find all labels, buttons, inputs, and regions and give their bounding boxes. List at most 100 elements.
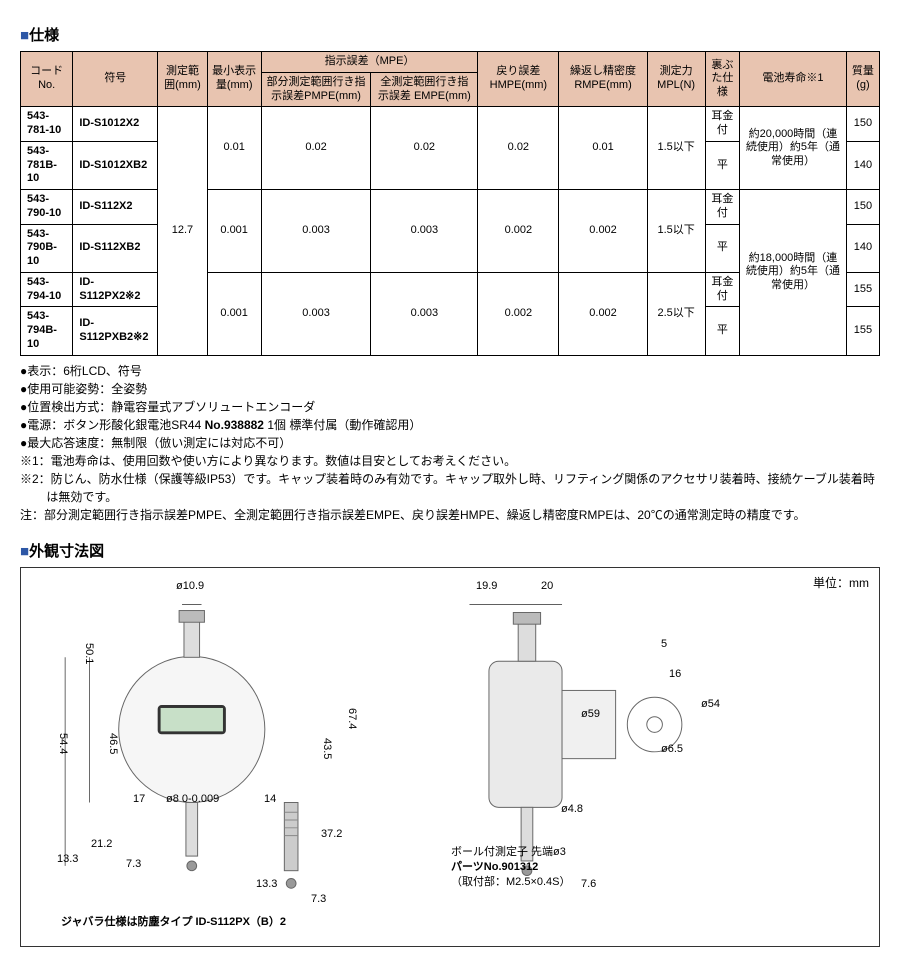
th-mpe-group: 指示誤差（MPE） bbox=[261, 52, 478, 73]
cell-res: 0.001 bbox=[207, 272, 261, 355]
parts-sub: （取付部：M2.5×0.4S） bbox=[451, 873, 571, 889]
cell-symbol: ID-S112PX2※2 bbox=[73, 272, 158, 307]
cell-code: 543-790-10 bbox=[21, 190, 73, 225]
note-line: ●表示：6桁LCD、符号 bbox=[20, 362, 880, 380]
th-back: 裏ぶた仕様 bbox=[705, 52, 740, 107]
spec-title-text: 仕様 bbox=[29, 27, 59, 44]
dim-d20: 7.3 bbox=[126, 858, 141, 870]
cell-symbol: ID-S1012X2 bbox=[73, 107, 158, 142]
cell-e: 0.02 bbox=[371, 107, 478, 190]
th-mass: 質量(g) bbox=[846, 52, 879, 107]
dim-d6: 16 bbox=[669, 668, 681, 680]
note-line: ●最大応答速度：無制限（倣い測定には対応不可） bbox=[20, 434, 880, 452]
spec-heading: ■仕様 bbox=[20, 24, 880, 45]
cell-symbol: ID-S1012XB2 bbox=[73, 141, 158, 189]
dim-d15: 43.5 bbox=[321, 738, 333, 759]
dimension-diagram: 単位：mm ø10.9 19.9 bbox=[20, 567, 880, 947]
cell-p: 0.02 bbox=[261, 107, 371, 190]
cell-back: 平 bbox=[705, 224, 740, 272]
th-repeat: 繰返し精密度RMPE(mm) bbox=[559, 52, 647, 107]
cell-code: 543-781-10 bbox=[21, 107, 73, 142]
cell-r: 0.002 bbox=[559, 190, 647, 273]
table-row: 543-781-10 ID-S1012X2 12.7 0.01 0.02 0.0… bbox=[21, 107, 880, 142]
th-res: 最小表示量(mm) bbox=[207, 52, 261, 107]
dim-d16: 67.4 bbox=[346, 708, 358, 729]
dim-d1: ø10.9 bbox=[176, 580, 204, 592]
unit-label: 単位：mm bbox=[813, 574, 869, 591]
cell-battery: 約18,000時間（連続使用）約5年（通常使用） bbox=[740, 190, 847, 356]
cell-back: 平 bbox=[705, 307, 740, 355]
cell-e: 0.003 bbox=[371, 190, 478, 273]
cell-mass: 155 bbox=[846, 307, 879, 355]
cell-p: 0.003 bbox=[261, 190, 371, 273]
th-mpe-full: 全測定範囲行き指示誤差 EMPE(mm) bbox=[371, 72, 478, 107]
diagram-title-text: 外観寸法図 bbox=[29, 543, 104, 560]
cell-symbol: ID-S112XB2 bbox=[73, 224, 158, 272]
parts-label: パーツNo.901312 bbox=[451, 858, 538, 874]
square-icon: ■ bbox=[20, 27, 29, 44]
cell-battery: 約20,000時間（連続使用）約5年（通常使用） bbox=[740, 107, 847, 190]
th-symbol: 符号 bbox=[73, 52, 158, 107]
dim-d18: 13.3 bbox=[57, 853, 78, 865]
cell-mass: 140 bbox=[846, 224, 879, 272]
cell-symbol: ID-S112X2 bbox=[73, 190, 158, 225]
dim-d19: 21.2 bbox=[91, 838, 112, 850]
cell-mass: 155 bbox=[846, 272, 879, 307]
cell-range: 12.7 bbox=[158, 107, 207, 355]
cell-back: 耳金付 bbox=[705, 272, 740, 307]
cell-symbol: ID-S112PXB2※2 bbox=[73, 307, 158, 355]
th-battery: 電池寿命※1 bbox=[740, 52, 847, 107]
dim-d3: 20 bbox=[541, 580, 553, 592]
th-hyst: 戻り誤差HMPE(mm) bbox=[478, 52, 559, 107]
square-icon: ■ bbox=[20, 543, 29, 560]
dim-d12: 17 bbox=[133, 793, 145, 805]
cell-code: 543-781B-10 bbox=[21, 141, 73, 189]
cell-back: 平 bbox=[705, 141, 740, 189]
note-line: ●使用可能姿勢：全姿勢 bbox=[20, 380, 880, 398]
cell-res: 0.01 bbox=[207, 107, 261, 190]
cell-code: 543-794-10 bbox=[21, 272, 73, 307]
th-range: 測定範囲(mm) bbox=[158, 52, 207, 107]
th-force: 測定力MPL(N) bbox=[647, 52, 705, 107]
cell-mass: 150 bbox=[846, 107, 879, 142]
dim-d11: 46.5 bbox=[107, 733, 119, 754]
th-mpe-partial: 部分測定範囲行き指示誤差PMPE(mm) bbox=[261, 72, 371, 107]
spec-table: コードNo. 符号 測定範囲(mm) 最小表示量(mm) 指示誤差（MPE） 戻… bbox=[20, 51, 880, 356]
dim-d14: 14 bbox=[264, 793, 276, 805]
cell-h: 0.002 bbox=[478, 272, 559, 355]
dim-d10: 54.4 bbox=[57, 733, 69, 754]
dim-d22: 13.3 bbox=[256, 878, 277, 890]
dim-d24: 7.6 bbox=[581, 878, 596, 890]
cell-r: 0.002 bbox=[559, 272, 647, 355]
jabara-label: ジャバラ仕様は防塵タイプ ID-S112PX（B）2 bbox=[61, 913, 286, 929]
table-row: 543-790-10 ID-S112X2 0.001 0.003 0.003 0… bbox=[21, 190, 880, 225]
note-line: ●位置検出方式：静電容量式アブソリュートエンコーダ bbox=[20, 398, 880, 416]
dim-d23: 7.3 bbox=[311, 893, 326, 905]
notes-block: ●表示：6桁LCD、符号 ●使用可能姿勢：全姿勢 ●位置検出方式：静電容量式アブ… bbox=[20, 362, 880, 524]
cell-force: 1.5以下 bbox=[647, 107, 705, 190]
dim-d9: 50.1 bbox=[83, 643, 95, 664]
note-line: 注：部分測定範囲行き指示誤差PMPE、全測定範囲行き指示誤差EMPE、戻り誤差H… bbox=[20, 506, 880, 524]
dim-d7: ø54 bbox=[701, 698, 720, 710]
cell-p: 0.003 bbox=[261, 272, 371, 355]
dim-d5: ø59 bbox=[581, 708, 600, 720]
th-code: コードNo. bbox=[21, 52, 73, 107]
dim-d2: 19.9 bbox=[476, 580, 497, 592]
cell-e: 0.003 bbox=[371, 272, 478, 355]
cell-force: 1.5以下 bbox=[647, 190, 705, 273]
diagram-heading: ■外観寸法図 bbox=[20, 540, 880, 561]
cell-res: 0.001 bbox=[207, 190, 261, 273]
ball-label: ボール付測定子 先端ø3 bbox=[451, 843, 566, 859]
note-line: ●電源：ボタン形酸化銀電池SR44 No.938882 1個 標準付属（動作確認… bbox=[20, 416, 880, 434]
cell-r: 0.01 bbox=[559, 107, 647, 190]
dim-d21: 37.2 bbox=[321, 828, 342, 840]
cell-h: 0.002 bbox=[478, 190, 559, 273]
cell-back: 耳金付 bbox=[705, 190, 740, 225]
note-line: ※1：電池寿命は、使用回数や使い方により異なります。数値は目安としてお考えくださ… bbox=[20, 452, 880, 470]
dim-d13: ø8 0-0.009 bbox=[166, 793, 219, 805]
cell-mass: 150 bbox=[846, 190, 879, 225]
dim-d17: ø4.8 bbox=[561, 803, 583, 815]
cell-force: 2.5以下 bbox=[647, 272, 705, 355]
diagram-svg bbox=[31, 593, 869, 934]
dim-d4: 5 bbox=[661, 638, 667, 650]
